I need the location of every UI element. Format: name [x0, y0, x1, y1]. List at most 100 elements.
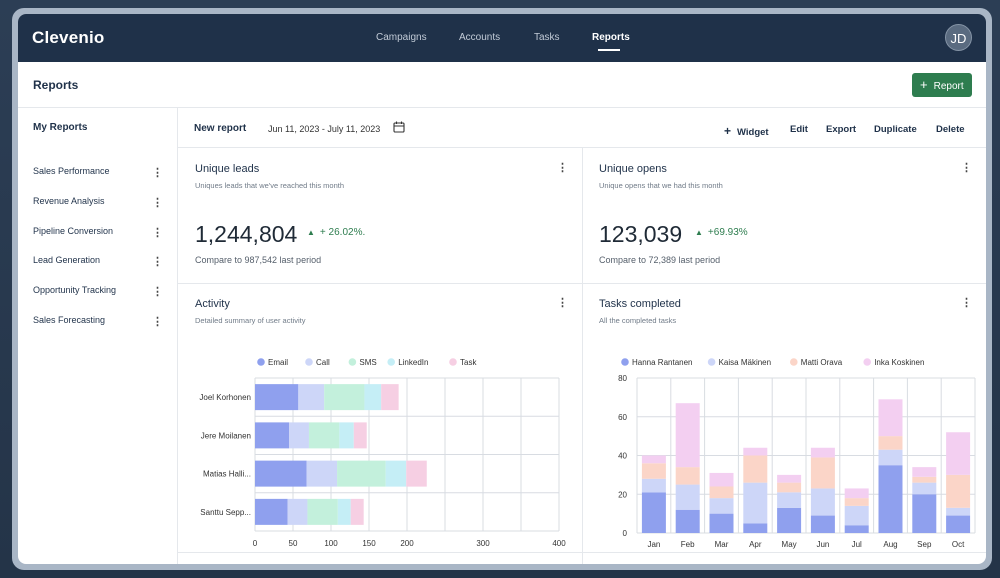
nav-tasks[interactable]: Tasks [534, 32, 560, 43]
bar-inka-koskinen-oct [946, 432, 971, 475]
bar-kaisa-m-kinen-jan [641, 478, 666, 493]
legend-swatch-matti-orava [790, 358, 798, 366]
x-tick-label: 300 [476, 539, 490, 548]
kebab-menu-icon[interactable]: ⋮ [152, 256, 163, 268]
bar-task-jere-moilanen [353, 422, 367, 449]
calendar-icon[interactable] [393, 121, 405, 133]
bar-matti-orava-jun [810, 457, 835, 489]
duplicate-button[interactable]: Duplicate [874, 124, 917, 135]
bar-inka-koskinen-apr [743, 447, 768, 456]
plus-icon: + [724, 124, 732, 138]
legend-label-hanna-rantanen: Hanna Rantanen [632, 358, 693, 367]
sidebar-title: My Reports [33, 122, 88, 133]
sidebar-item-lead-generation[interactable]: Lead Generation ⋮ [33, 255, 163, 271]
kebab-menu-icon[interactable]: ⋮ [152, 167, 163, 179]
report-title[interactable]: New report [194, 123, 247, 134]
legend-label-task: Task [460, 358, 477, 367]
x-tick-label: 150 [362, 539, 376, 548]
card-menu-icon[interactable]: ⋮ [557, 162, 568, 174]
bar-inka-koskinen-jun [810, 447, 835, 458]
unique-leads-delta-text: + 26.02%. [319, 227, 366, 238]
add-widget-button[interactable]: + Widget [724, 124, 769, 138]
card-menu-icon[interactable]: ⋮ [557, 297, 568, 309]
legend-label-matti-orava: Matti Orava [801, 358, 843, 367]
card-subtitle: Uniques leads that we've reached this mo… [195, 181, 345, 190]
legend-label-kaisa-m-kinen: Kaisa Mäkinen [719, 358, 771, 367]
y-tick-label: 20 [618, 490, 627, 499]
bar-hanna-rantanen-may [777, 507, 802, 533]
bar-inka-koskinen-feb [675, 403, 700, 468]
bar-inka-koskinen-sep [912, 467, 937, 477]
delete-button[interactable]: Delete [936, 124, 965, 135]
bar-email-joel-korhonen [255, 384, 299, 411]
y-tick-label: 80 [618, 374, 627, 383]
kebab-menu-icon[interactable]: ⋮ [152, 227, 163, 239]
bar-hanna-rantanen-apr [743, 523, 768, 533]
bar-sms-santtu-sepp [307, 498, 338, 525]
bar-hanna-rantanen-sep [912, 494, 937, 533]
bar-task-matias-halli [406, 460, 427, 487]
kebab-menu-icon[interactable]: ⋮ [152, 286, 163, 298]
active-nav-underline [598, 49, 620, 51]
y-category-label: Jere Moilanen [201, 431, 251, 440]
y-category-label: Joel Korhonen [199, 393, 251, 402]
legend-swatch-linkedin [387, 358, 395, 366]
bar-kaisa-m-kinen-sep [912, 482, 937, 495]
sidebar-item-opportunity-tracking[interactable]: Opportunity Tracking ⋮ [33, 285, 163, 301]
kebab-menu-icon[interactable]: ⋮ [152, 197, 163, 209]
bar-sms-joel-korhonen [324, 384, 365, 411]
bar-kaisa-m-kinen-apr [743, 482, 768, 524]
date-range[interactable]: Jun 11, 2023 - July 11, 2023 [268, 124, 381, 134]
top-nav-bar: Clevenio Campaigns Accounts Tasks Report… [18, 14, 986, 62]
unique-leads-compare: Compare to 987,542 last period [195, 255, 322, 265]
bar-task-joel-korhonen [381, 384, 399, 411]
x-tick-label: Feb [681, 540, 695, 549]
nav-reports[interactable]: Reports [592, 32, 630, 43]
x-tick-label: Jun [816, 540, 829, 549]
kebab-menu-icon[interactable]: ⋮ [152, 316, 163, 328]
bar-kaisa-m-kinen-feb [675, 484, 700, 510]
legend-swatch-hanna-rantanen [621, 358, 629, 366]
new-report-button[interactable]: + Report [912, 73, 972, 97]
sidebar-item-sales-performance[interactable]: Sales Performance ⋮ [33, 166, 163, 182]
bar-kaisa-m-kinen-oct [946, 507, 971, 516]
unique-opens-card: Unique opens Unique opens that we had th… [583, 149, 986, 283]
avatar[interactable]: JD [945, 24, 972, 51]
bar-kaisa-m-kinen-jun [810, 488, 835, 516]
unique-opens-delta: ▲ +69.93% [695, 227, 748, 238]
x-tick-label: 100 [324, 539, 338, 548]
card-menu-icon[interactable]: ⋮ [961, 162, 972, 174]
card-divider-vertical [582, 148, 583, 564]
card-menu-icon[interactable]: ⋮ [961, 297, 972, 309]
card-subtitle: Unique opens that we had this month [599, 181, 723, 190]
x-tick-label: Oct [952, 540, 965, 549]
bar-hanna-rantanen-jan [641, 492, 666, 533]
bar-matti-orava-apr [743, 455, 768, 483]
nav-campaigns[interactable]: Campaigns [376, 32, 427, 43]
sidebar-item-label: Sales Forecasting [33, 315, 106, 325]
edit-button[interactable]: Edit [790, 124, 808, 135]
bar-inka-koskinen-aug [878, 399, 903, 437]
tasks-chart: Hanna Rantanen Kaisa Mäkinen Matti Orava In… [618, 358, 976, 549]
bar-inka-koskinen-mar [709, 472, 734, 487]
brand-logo[interactable]: Clevenio [32, 28, 105, 47]
nav-accounts[interactable]: Accounts [459, 32, 501, 43]
bar-call-joel-korhonen [298, 384, 325, 411]
sidebar-item-sales-forecasting[interactable]: Sales Forecasting ⋮ [33, 315, 163, 331]
x-tick-label: 400 [552, 539, 566, 548]
export-button[interactable]: Export [826, 124, 857, 135]
bar-linkedin-matias-halli [385, 460, 407, 487]
bar-email-jere-moilanen [255, 422, 290, 449]
activity-chart: Email Call SMS LinkedIn Task 0 50 100 150 200 300 4… [199, 358, 566, 548]
card-subtitle: Detailed summary of user activity [195, 316, 306, 325]
bar-hanna-rantanen-jun [810, 515, 835, 533]
page-header: Reports + Report [18, 62, 986, 108]
bar-matti-orava-may [777, 482, 802, 493]
legend-swatch-task [449, 358, 457, 366]
report-toolbar: New report Jun 11, 2023 - July 11, 2023 … [178, 108, 986, 148]
sidebar-item-revenue-analysis[interactable]: Revenue Analysis ⋮ [33, 196, 163, 212]
sidebar-item-pipeline-conversion[interactable]: Pipeline Conversion ⋮ [33, 226, 163, 242]
bar-call-jere-moilanen [289, 422, 309, 449]
card-divider-horizontal [178, 283, 986, 284]
new-report-button-label: Report [933, 81, 964, 92]
